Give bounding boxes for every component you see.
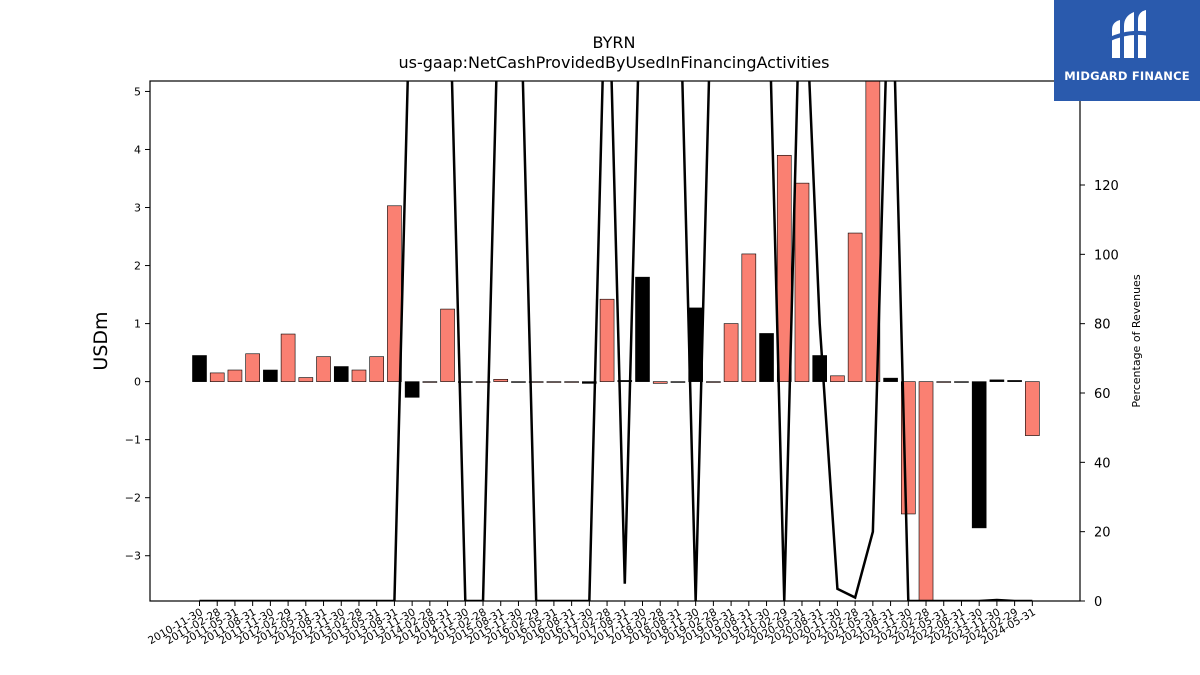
logo-mark-icon — [1107, 10, 1151, 58]
bar — [989, 379, 1005, 382]
y-tick-label: 2 — [134, 260, 141, 273]
bar — [263, 369, 278, 382]
bar — [369, 356, 385, 382]
bar — [511, 381, 526, 383]
y2-tick-label: 20 — [1094, 526, 1111, 541]
bar — [918, 381, 934, 601]
line-layer — [199, 81, 1033, 601]
y-tick-label: 0 — [134, 376, 141, 389]
bar — [422, 381, 438, 383]
bar — [794, 182, 810, 382]
y-tick-label: 4 — [134, 143, 141, 156]
bar — [847, 232, 863, 382]
logo-text: MIDGARD FINANCE — [1064, 69, 1190, 83]
bar — [351, 369, 367, 382]
y-tick-label: 1 — [134, 318, 141, 331]
plot-frame — [149, 80, 1081, 602]
bars-layer — [192, 81, 1040, 601]
bar — [954, 381, 969, 383]
chart-subtitle: us-gaap:NetCashProvidedByUsedInFinancing… — [398, 53, 829, 72]
axes-layer — [145, 80, 1085, 606]
y-tick-label: −3 — [125, 550, 141, 563]
bar — [812, 355, 828, 382]
bar — [706, 381, 721, 383]
bar — [475, 381, 491, 383]
bar — [1025, 381, 1040, 436]
chart-title: BYRN — [593, 33, 636, 52]
bar — [209, 372, 225, 382]
bar — [457, 381, 473, 383]
bar — [759, 333, 774, 382]
bar — [1007, 380, 1022, 382]
bar — [936, 381, 952, 383]
bar — [245, 353, 260, 382]
bar — [280, 333, 296, 382]
bar — [316, 356, 331, 382]
bar — [883, 377, 898, 382]
bar — [564, 381, 579, 383]
y2-axis-label: Percentage of Revenues — [1130, 274, 1143, 407]
y2-tick-label: 60 — [1094, 387, 1111, 402]
y2-tick-label: 0 — [1094, 595, 1102, 610]
y-tick-label: −2 — [125, 492, 141, 505]
midgard-finance-logo: MIDGARD FINANCE — [1054, 0, 1200, 101]
bar — [333, 366, 349, 382]
text-layer: −3−2−10123450204060801001202010-11-30201… — [90, 33, 1143, 647]
y2-tick-label: 100 — [1094, 248, 1119, 263]
bar — [387, 205, 402, 382]
bar — [635, 276, 650, 382]
y2-tick-label: 80 — [1094, 318, 1111, 333]
bar — [971, 381, 987, 529]
y-tick-label: 5 — [134, 85, 141, 98]
bar — [830, 375, 845, 382]
bar — [617, 380, 633, 382]
bar — [493, 378, 509, 382]
bar — [528, 381, 544, 383]
bar — [670, 381, 686, 383]
bar — [192, 355, 207, 382]
percentage-line — [199, 81, 1033, 601]
y-axis-label: USDm — [90, 311, 112, 370]
bar — [546, 381, 562, 383]
bar — [865, 81, 881, 382]
y-tick-label: 3 — [134, 202, 141, 215]
bar — [652, 381, 668, 384]
bar — [582, 381, 597, 384]
bar — [599, 298, 615, 382]
y-tick-label: −1 — [125, 434, 141, 447]
bar — [723, 323, 739, 382]
y2-tick-label: 120 — [1094, 179, 1119, 194]
bar — [440, 308, 455, 382]
bar — [227, 369, 243, 382]
bar — [404, 381, 420, 398]
y2-tick-label: 40 — [1094, 456, 1111, 471]
bar — [741, 253, 757, 382]
bar — [776, 154, 792, 382]
bar — [298, 377, 314, 382]
